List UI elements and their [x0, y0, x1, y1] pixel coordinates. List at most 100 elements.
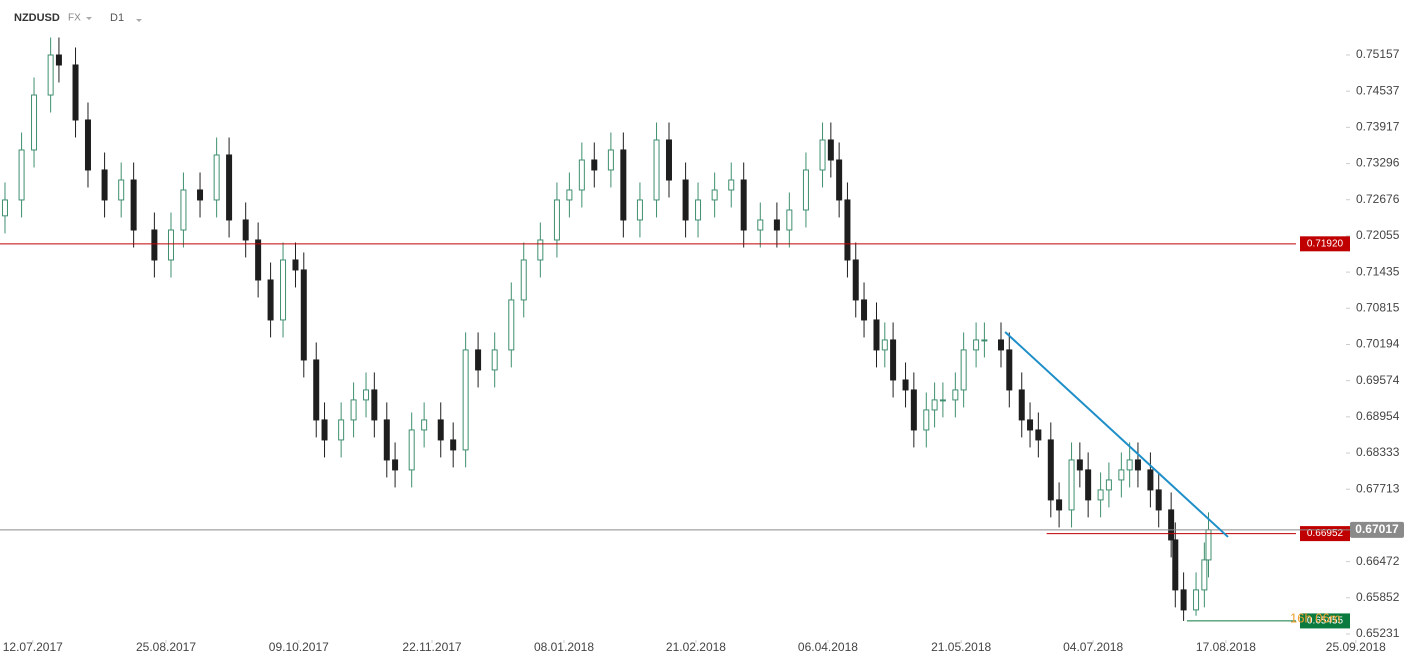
candle-body — [313, 359, 320, 421]
candle-body — [553, 199, 560, 241]
candle-body — [363, 389, 370, 401]
last-price-box — [1350, 521, 1404, 538]
candle-body — [973, 339, 980, 351]
candle-body — [1168, 509, 1175, 541]
candle-body — [267, 279, 274, 321]
candle-body — [520, 259, 527, 301]
candle-body — [939, 399, 946, 402]
candle-body — [1068, 459, 1075, 511]
candle-body — [18, 149, 25, 201]
candle-body — [321, 419, 328, 441]
candle-body — [1097, 489, 1104, 501]
candle-body — [665, 139, 672, 181]
candle-body — [508, 299, 515, 351]
countdown: 16h 06m — [1290, 610, 1341, 625]
trendline — [1004, 331, 1229, 538]
candle-body — [350, 399, 357, 421]
x-tick-label: 21.02.2018 — [666, 640, 726, 654]
candle-body — [1118, 469, 1125, 481]
symbol[interactable]: NZDUSD — [14, 12, 60, 24]
y-tick-label: 0.69574 — [1356, 373, 1400, 387]
candle-body — [226, 154, 233, 221]
candle-body — [371, 389, 378, 421]
candle-body — [836, 159, 843, 201]
candle-body — [1180, 589, 1187, 611]
candle-body — [130, 179, 137, 231]
candle-body — [1027, 419, 1034, 431]
x-tick-label: 06.04.2018 — [798, 640, 858, 654]
candle-body — [292, 259, 299, 271]
candle-body — [844, 199, 851, 261]
level-label: 0.65455 — [1307, 616, 1344, 627]
candle-body — [167, 229, 174, 261]
candle-body — [280, 259, 287, 321]
candle-body — [1205, 529, 1212, 561]
candle-body — [1126, 459, 1133, 471]
candle-body — [84, 119, 91, 171]
candle-body — [682, 179, 689, 221]
candle-body — [300, 269, 307, 361]
candle-body — [1193, 589, 1200, 611]
y-tick-label: 0.65231 — [1356, 626, 1400, 640]
y-tick-label: 0.66472 — [1356, 554, 1400, 568]
candle-body — [72, 64, 79, 121]
candle-body — [802, 169, 809, 211]
candle-body — [242, 219, 249, 241]
candle-body — [881, 339, 888, 351]
candle-body — [338, 419, 345, 441]
candle-body — [773, 219, 780, 231]
candle-body — [255, 239, 262, 281]
candle-body — [537, 239, 544, 261]
dropdown-arrow[interactable] — [136, 19, 142, 22]
x-tick-label: 04.07.2018 — [1063, 640, 1123, 654]
candle-body — [1201, 559, 1208, 591]
candle-body — [1134, 459, 1141, 471]
candle-body — [1155, 489, 1162, 511]
candle-body — [1085, 469, 1092, 501]
candle-body — [475, 349, 482, 371]
x-tick-label: 09.10.2017 — [269, 640, 329, 654]
candle-body — [1105, 479, 1112, 491]
candle-body — [437, 419, 444, 441]
candle-body — [1172, 539, 1179, 591]
y-tick-label: 0.65852 — [1356, 590, 1400, 604]
candle-body — [118, 179, 125, 201]
x-tick-label: 21.05.2018 — [931, 640, 991, 654]
level-label: 0.71920 — [1307, 238, 1344, 249]
dropdown-arrow[interactable] — [86, 17, 92, 20]
candle-body — [873, 319, 880, 351]
candle-body — [695, 199, 702, 221]
candle-body — [952, 389, 959, 401]
x-tick-label: 25.09.2018 — [1326, 640, 1386, 654]
candle-body — [462, 349, 469, 451]
x-tick-label: 12.07.2017 — [3, 640, 63, 654]
candle-body — [910, 389, 917, 431]
candle-body — [711, 189, 718, 201]
level-label-box — [1300, 613, 1350, 629]
level-label-box — [1300, 236, 1350, 252]
y-tick-label: 0.70815 — [1356, 300, 1400, 314]
x-tick-label: 08.01.2018 — [534, 640, 594, 654]
y-tick-label: 0.73296 — [1356, 156, 1400, 170]
candle-body — [31, 94, 38, 151]
candle-body — [421, 419, 428, 431]
candle-body — [1006, 349, 1013, 391]
y-tick-label: 0.70194 — [1356, 337, 1400, 351]
candle-body — [757, 219, 764, 231]
candle-body — [931, 399, 938, 411]
y-tick-label: 0.74537 — [1356, 83, 1400, 97]
candle-body — [1, 199, 8, 217]
candle-body — [890, 339, 897, 381]
interval[interactable]: D1 — [110, 12, 124, 24]
y-tick-label: 0.72676 — [1356, 192, 1400, 206]
candle-body — [923, 409, 930, 431]
y-tick-label: 0.68333 — [1356, 445, 1400, 459]
candle-body — [1147, 469, 1154, 491]
market[interactable]: FX — [68, 13, 81, 24]
candle-body — [636, 199, 643, 221]
candle-body — [151, 229, 158, 261]
candle-body — [213, 154, 220, 201]
y-tick-label: 0.75157 — [1356, 47, 1400, 61]
candle-body — [740, 179, 747, 231]
candle-body — [852, 259, 859, 301]
